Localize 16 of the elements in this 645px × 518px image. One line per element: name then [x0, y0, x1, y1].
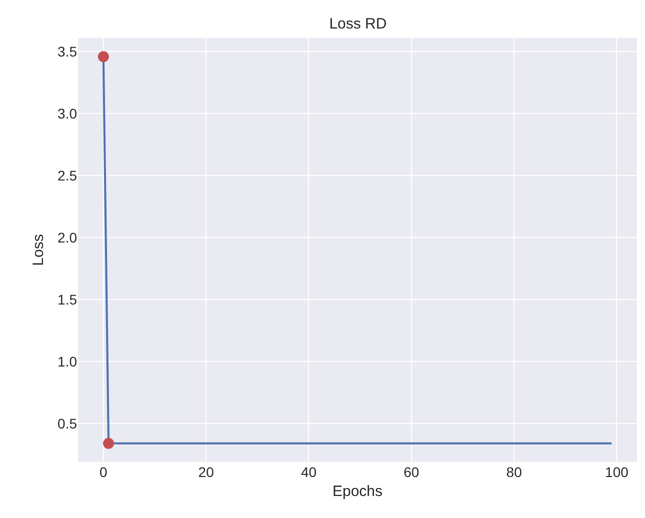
y-tick-label: 0.5	[58, 415, 78, 432]
x-tick-label: 80	[506, 464, 522, 480]
x-axis-title: Epochs	[332, 483, 383, 500]
x-tick-label: 100	[605, 464, 629, 480]
y-tick-label: 1.5	[58, 291, 78, 308]
x-tick-label: 0	[100, 464, 108, 480]
y-tick-label: 3.0	[58, 106, 78, 122]
x-tick-label: 40	[300, 464, 317, 480]
y-tick-label: 2.5	[58, 168, 78, 184]
chart-title: Loss RD	[329, 16, 387, 33]
y-tick-label: 3.5	[58, 44, 78, 60]
y-tick-label: 1.0	[58, 353, 78, 370]
y-axis-title: Loss	[30, 234, 47, 266]
x-tick-label: 60	[404, 464, 420, 480]
y-tick-label: 2.0	[58, 230, 78, 246]
x-tick-label: 20	[198, 464, 214, 480]
